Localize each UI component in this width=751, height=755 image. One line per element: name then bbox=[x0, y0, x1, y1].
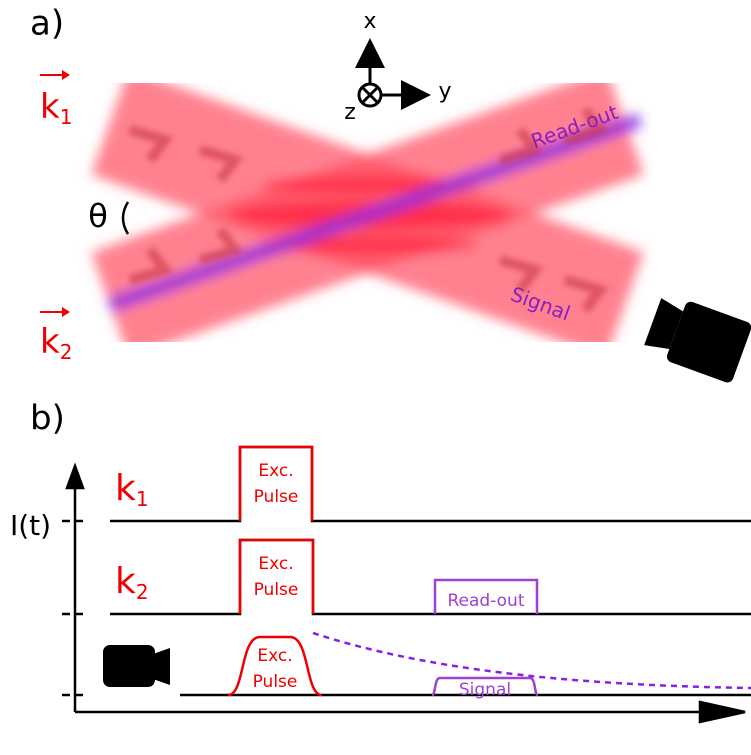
svg-text:k2: k2 bbox=[40, 322, 72, 364]
axis-y: y bbox=[438, 79, 451, 104]
svg-text:k1: k1 bbox=[40, 87, 72, 129]
pulse-label: Exc. bbox=[257, 646, 292, 666]
axis-x: x bbox=[363, 9, 376, 34]
axes-icon bbox=[359, 44, 425, 106]
k2-label: k2 bbox=[40, 307, 72, 364]
subscript: 2 bbox=[136, 580, 149, 604]
beams bbox=[110, 120, 640, 305]
k2-label: k2 bbox=[115, 561, 149, 604]
symbol: k bbox=[40, 322, 60, 362]
panel-label: b) bbox=[30, 399, 65, 439]
k1-label: k1 bbox=[115, 468, 149, 511]
subscript: 1 bbox=[60, 105, 73, 129]
signal-label: Signal bbox=[459, 680, 511, 700]
pulse-label: Pulse bbox=[254, 487, 299, 507]
figure: a) Read-out Signal x y z k1 k2 θ b) I(t)… bbox=[0, 0, 751, 755]
pulse-label: Pulse bbox=[254, 580, 299, 600]
pulse-labels: Exc. Pulse Exc. Pulse Exc. Pulse bbox=[253, 461, 299, 692]
symbol: k bbox=[115, 561, 136, 602]
y-axis-label: I(t) bbox=[10, 509, 51, 542]
symbol: k bbox=[115, 468, 136, 509]
traces bbox=[110, 447, 751, 695]
subscript: 1 bbox=[136, 487, 149, 511]
camera-icon bbox=[103, 645, 170, 687]
symbol: k bbox=[40, 87, 60, 127]
subscript: 2 bbox=[60, 340, 73, 364]
pulse-label: Exc. bbox=[258, 554, 293, 574]
angle-arc bbox=[123, 202, 128, 234]
panel-label: a) bbox=[30, 4, 64, 44]
angle-label: θ bbox=[88, 197, 108, 235]
readout-label: Read-out bbox=[447, 591, 524, 611]
pulse-label: Exc. bbox=[258, 461, 293, 481]
pulse-label: Pulse bbox=[253, 672, 298, 692]
camera bbox=[642, 292, 751, 385]
axis-z: z bbox=[344, 100, 356, 125]
k1-label: k1 bbox=[40, 70, 72, 129]
